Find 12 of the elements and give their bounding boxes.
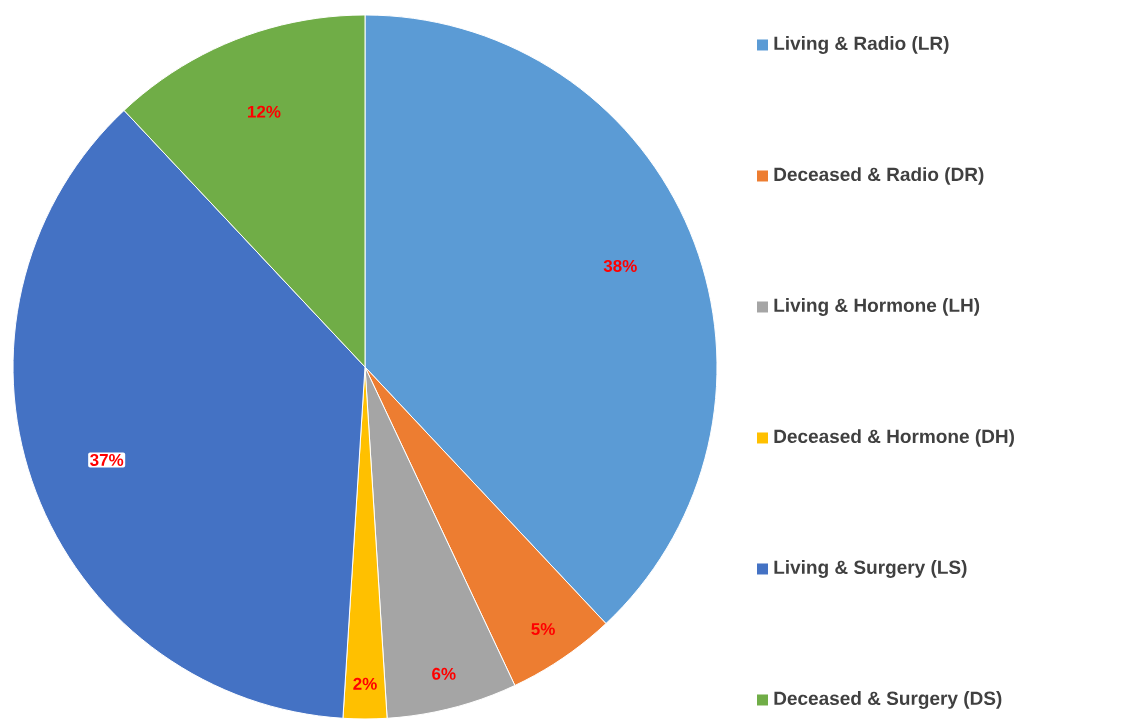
data-label: 2%: [353, 677, 377, 690]
legend-label: Deceased & Surgery (DS): [774, 690, 1002, 709]
data-label: 6%: [432, 667, 456, 680]
data-label: 5%: [531, 622, 555, 635]
legend-label: Living & Hormone (LH): [774, 297, 980, 316]
data-label: 38%: [603, 259, 637, 272]
legend-label: Living & Radio (LR): [774, 35, 949, 54]
legend-label: Living & Surgery (LS): [774, 559, 967, 578]
data-label: 37%: [90, 453, 124, 466]
legend-label: Deceased & Radio (DR): [774, 166, 984, 185]
legend-label: Deceased & Hormone (DH): [774, 428, 1014, 447]
data-label: 12%: [248, 105, 281, 118]
